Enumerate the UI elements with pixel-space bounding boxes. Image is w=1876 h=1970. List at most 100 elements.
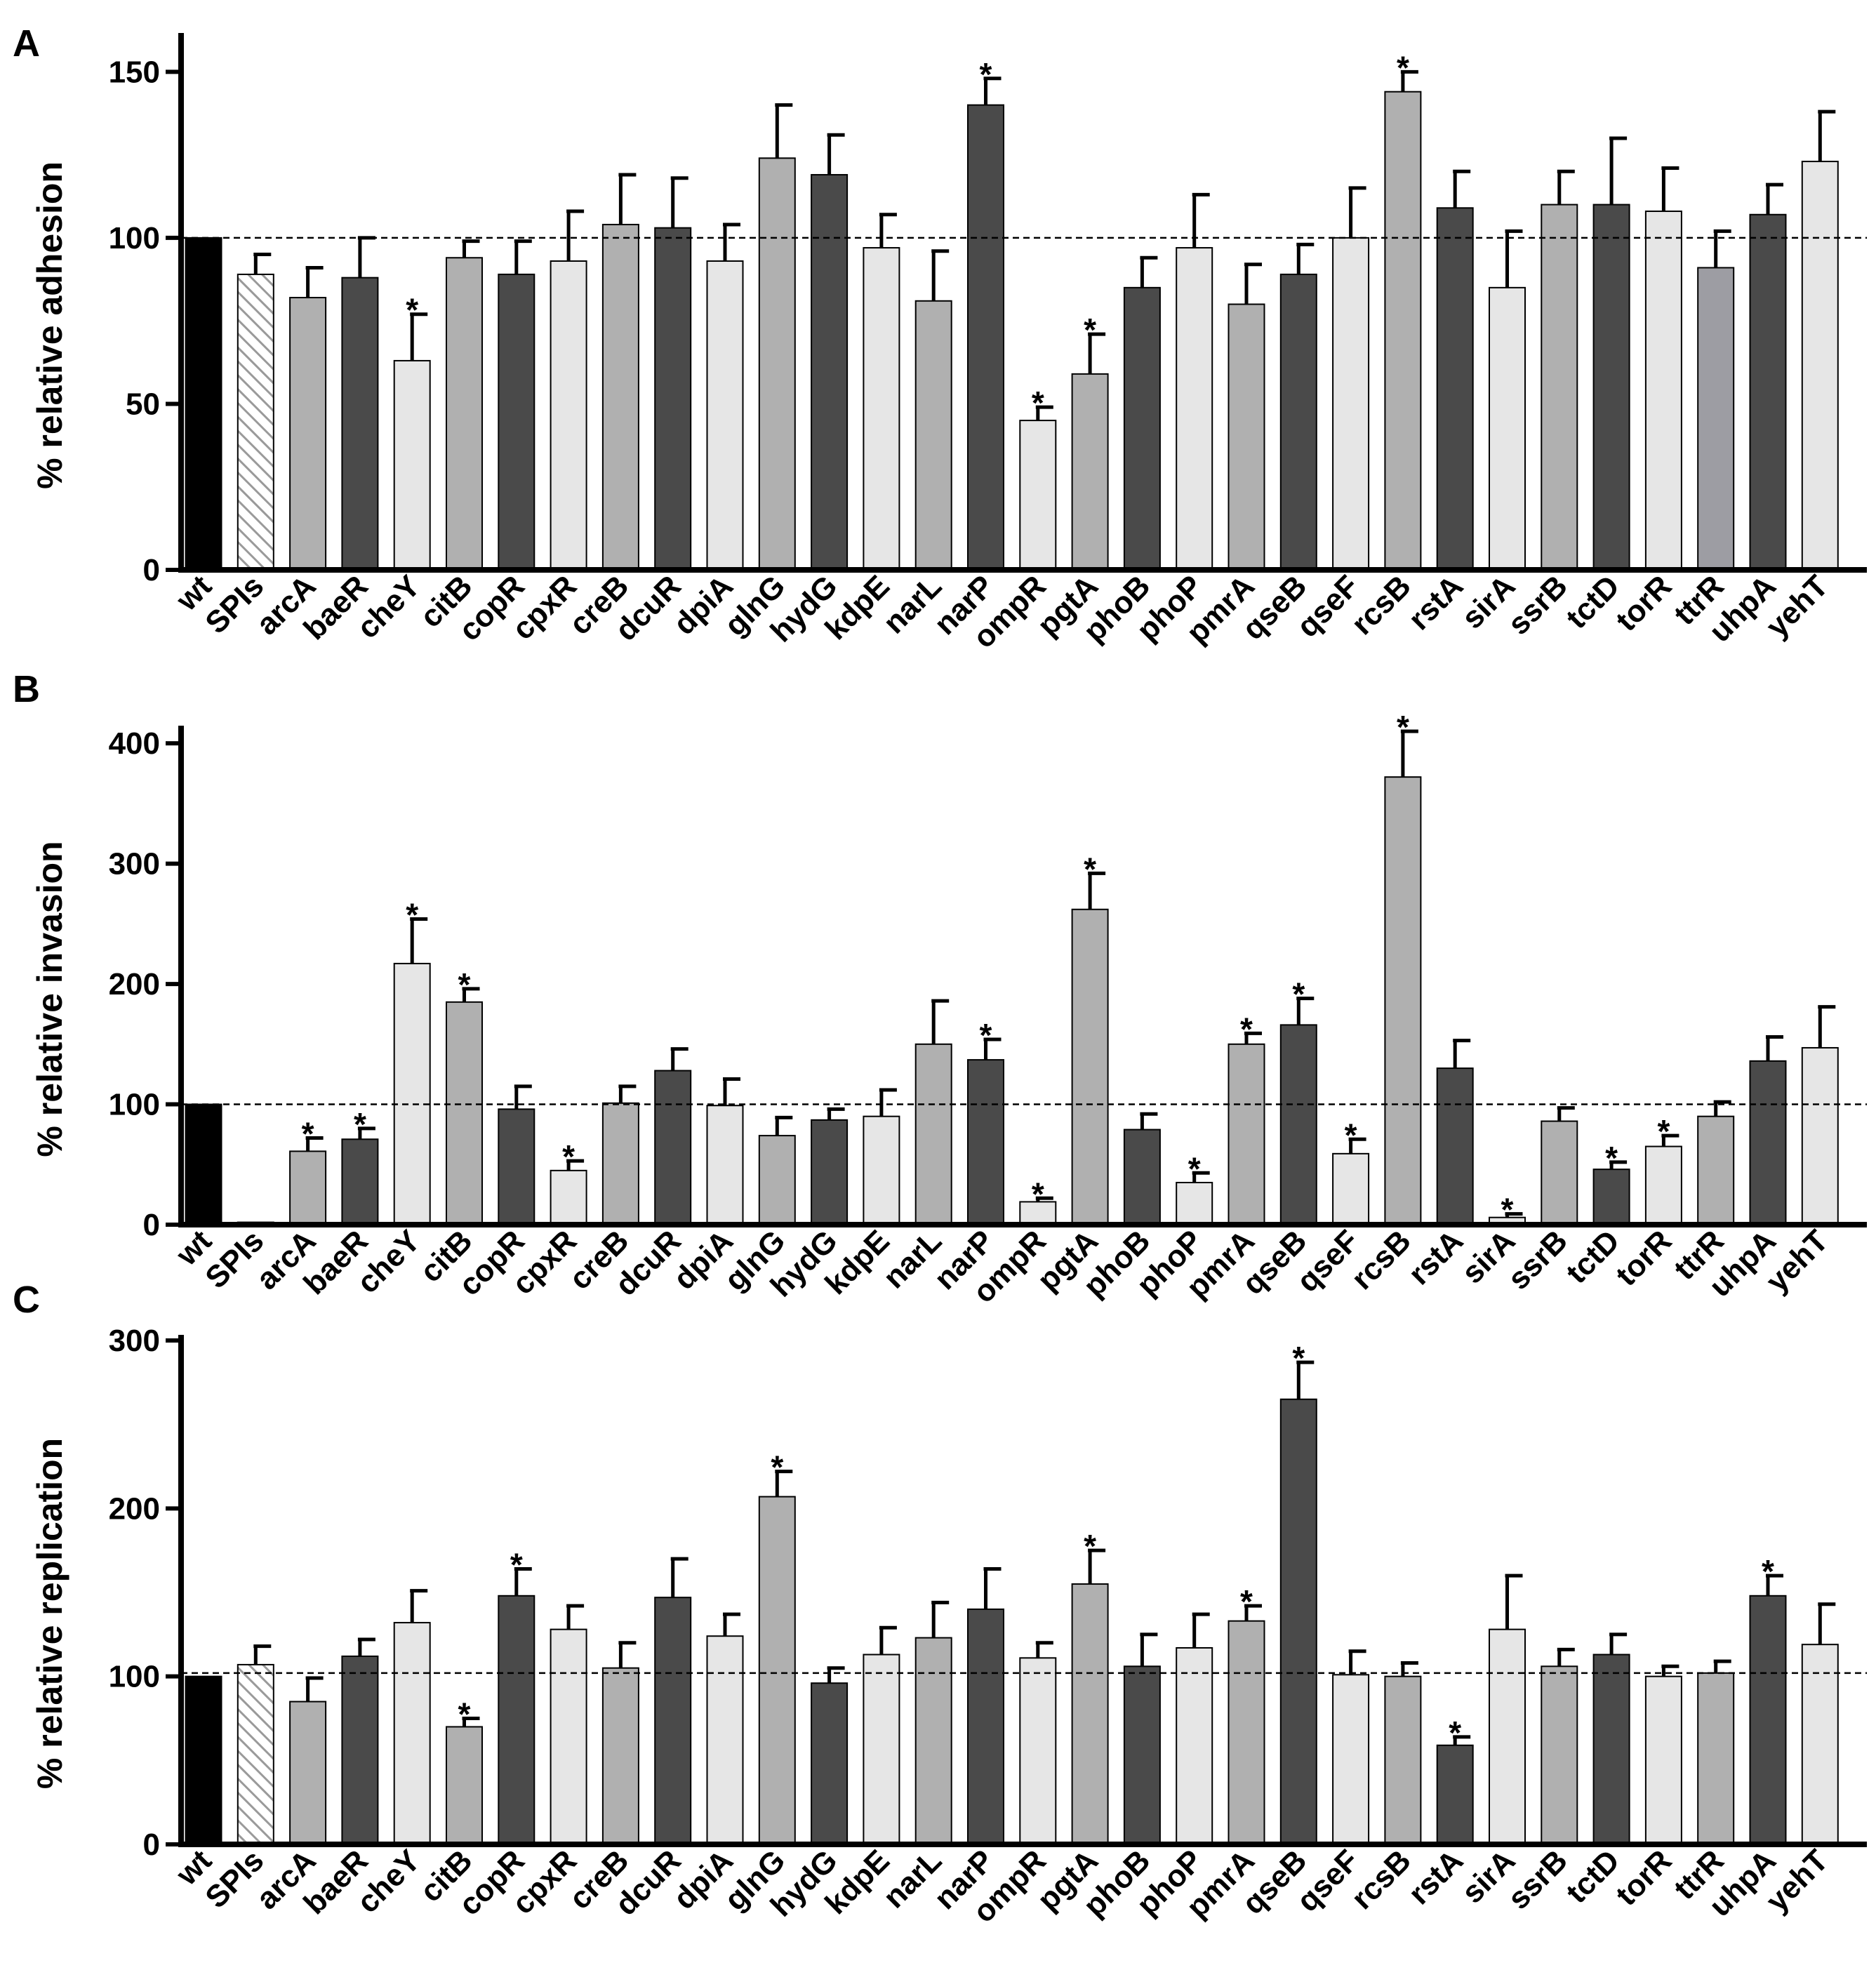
panel-b-significance-citB: *	[458, 966, 471, 1003]
panel-b-significance-torR: *	[1657, 1113, 1670, 1150]
panel-c-bar-creB	[601, 1667, 639, 1845]
panel-a-bar-dcuR	[654, 227, 692, 571]
panel-b-bar-arcA	[289, 1150, 327, 1226]
panel-a-bar-arcA	[289, 297, 327, 571]
panel-c-bar-yehT	[1801, 1644, 1839, 1846]
panel-b-bar-narL	[914, 1043, 952, 1226]
panel-b-bar-kdpE	[863, 1115, 900, 1226]
panel-c-bar-tctD	[1592, 1653, 1630, 1845]
panel-b-chart: B% relative invasionwtSPIs*arcA*baeR*che…	[13, 668, 1867, 1310]
panel-a-bar-cheY	[393, 359, 431, 571]
panel-a-bar-baeR	[341, 277, 379, 571]
panel-c-bar-dpiA	[706, 1635, 744, 1845]
panel-a-bar-hydG	[811, 173, 849, 571]
panel-b-bar-ttrR	[1697, 1115, 1735, 1226]
panel-b-significance-ompR: *	[1032, 1176, 1044, 1212]
panel-b-bar-rcsB	[1384, 776, 1422, 1225]
panel-c-bar-ttrR	[1697, 1672, 1735, 1845]
panel-b-letter: B	[13, 668, 40, 710]
panel-a-bar-torR	[1644, 211, 1682, 571]
panel-a-bar-narL	[914, 300, 952, 571]
panel-a-bar-yehT	[1801, 161, 1839, 571]
panel-a-bar-rstA	[1436, 207, 1474, 571]
panel-b-bar-dpiA	[706, 1105, 744, 1225]
panel-a-xtick-torR: torR	[1609, 568, 1679, 638]
panel-c-bar-hydG	[811, 1682, 849, 1845]
panel-a-bar-narP	[967, 104, 1004, 571]
panel-a-xtick-SPIs: SPIs	[199, 568, 270, 640]
panel-b-ytick-label: 400	[109, 726, 160, 761]
panel-c-bar-qseB	[1279, 1398, 1317, 1846]
panel-b-xtick-torR: torR	[1609, 1223, 1679, 1293]
panel-c-bar-rstA	[1436, 1744, 1474, 1845]
panel-a-bar-rcsB	[1384, 91, 1422, 571]
panel-c-bar-dcuR	[654, 1597, 692, 1845]
panel-a-bar-kdpE	[863, 247, 900, 571]
panel-c-bar-torR	[1644, 1675, 1682, 1846]
panel-c-letter: C	[13, 1279, 40, 1321]
panel-c-bar-wt	[185, 1675, 222, 1846]
panel-b-bar-pgtA	[1071, 908, 1109, 1226]
panel-c-significance-qseB: *	[1292, 1340, 1305, 1376]
panel-b-significance-cpxR: *	[562, 1138, 575, 1175]
panel-a-bar-phoP	[1176, 247, 1213, 571]
panel-b-xtick-ssrB: ssrB	[1501, 1223, 1574, 1296]
panel-b-xtick-rcsB: rcsB	[1345, 1223, 1418, 1296]
panel-c-xtick-tctD: tctD	[1559, 1843, 1626, 1910]
panel-a-xtick-narL: narL	[877, 568, 948, 640]
panel-a-significance-rcsB: *	[1397, 49, 1409, 86]
panel-c-bar-rcsB	[1384, 1675, 1422, 1846]
panel-b-bar-torR	[1644, 1145, 1682, 1226]
panel-c-bar-narL	[914, 1637, 952, 1846]
panel-c-significance-pmrA: *	[1240, 1583, 1253, 1620]
panel-b-bar-rstA	[1436, 1067, 1474, 1225]
panel-a-xtick-yehT: yehT	[1759, 568, 1835, 644]
panel-b-xtick-qseF: qseF	[1290, 1223, 1365, 1298]
panel-b-significance-narP: *	[980, 1017, 992, 1053]
panel-a-xtick-tctD: tctD	[1559, 568, 1626, 635]
panel-b-bar-phoP	[1176, 1181, 1213, 1225]
panel-b-bar-cheY	[393, 962, 431, 1226]
panel-c-bar-qseF	[1332, 1674, 1370, 1846]
panel-a-bar-wt	[185, 237, 222, 571]
panel-b-significance-baeR: *	[354, 1106, 366, 1143]
panel-b-bar-copR	[498, 1108, 535, 1226]
panel-a-chart: A% relative adhesionwtSPIsarcAbaeR*cheYc…	[13, 22, 1867, 655]
panel-b-bar-narP	[967, 1059, 1004, 1225]
panel-c-bar-baeR	[341, 1655, 379, 1846]
panel-c-xtick-ssrB: ssrB	[1501, 1843, 1574, 1916]
panel-a-ylabel: % relative adhesion	[30, 161, 69, 489]
panel-b-bar-tctD	[1592, 1169, 1630, 1225]
panel-c-significance-citB: *	[458, 1696, 471, 1733]
panel-c-chart: C% relative replicationwtSPIsarcAbaeRche…	[13, 1279, 1867, 1929]
panel-b-significance-qseF: *	[1345, 1117, 1357, 1153]
panel-b-ylabel: % relative invasion	[30, 841, 69, 1157]
panel-a-bar-tctD	[1592, 204, 1630, 571]
panel-b-xtick-yehT: yehT	[1759, 1223, 1835, 1298]
panel-c-bar-arcA	[289, 1701, 327, 1845]
panel-c-bar-pgtA	[1071, 1583, 1109, 1846]
panel-c-xtick-dpiA: dpiA	[667, 1843, 740, 1916]
panel-c-bar-sirA	[1489, 1628, 1526, 1845]
panel-a-xtick-ssrB: ssrB	[1501, 568, 1574, 641]
panel-a-bar-creB	[601, 223, 639, 571]
panel-c-xtick-rstA: rstA	[1402, 1843, 1470, 1911]
panel-c-bar-SPIs	[237, 1663, 274, 1845]
panel-c-xtick-narL: narL	[877, 1843, 948, 1915]
panel-c-ytick-label: 200	[109, 1491, 160, 1526]
panel-b-bar-wt	[185, 1103, 222, 1226]
panel-c-xtick-qseF: qseF	[1290, 1843, 1365, 1918]
panel-b-ytick-label: 200	[109, 967, 160, 1001]
panel-c-significance-uhpA: *	[1762, 1553, 1774, 1590]
panel-b-bar-pmrA	[1228, 1043, 1265, 1226]
panel-a-ytick-label: 0	[143, 553, 160, 587]
panel-a-xtick-rcsB: rcsB	[1345, 568, 1418, 641]
panel-c-bar-copR	[498, 1595, 535, 1845]
panel-b-bar-citB	[446, 1001, 483, 1226]
panel-c-ytick-label: 0	[143, 1828, 160, 1862]
panel-c-significance-rstA: *	[1449, 1715, 1461, 1751]
panel-b-xtick-rstA: rstA	[1402, 1223, 1470, 1291]
panel-b-significance-arcA: *	[302, 1116, 314, 1152]
panel-b-bar-baeR	[341, 1138, 379, 1226]
